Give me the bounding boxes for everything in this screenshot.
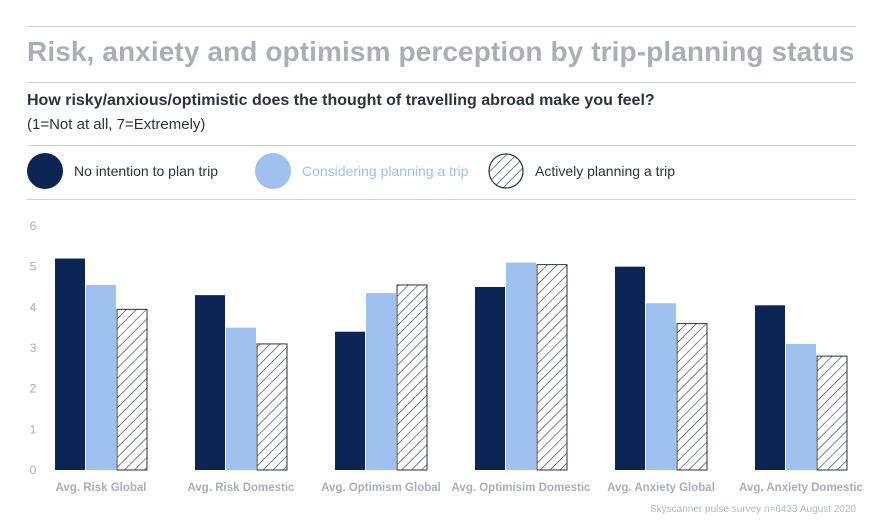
bar-considering [226,327,256,470]
bar-no-intention [475,287,505,470]
bar-no-intention [195,295,225,470]
y-tick-label: 6 [30,219,37,233]
bar-considering [646,303,676,470]
bar-no-intention [55,258,85,470]
bar-actively-planning [816,355,848,471]
x-category-label: Avg. Anxiety Domestic [739,482,863,494]
survey-question: How risky/anxious/optimistic does the th… [27,92,655,109]
y-tick-label: 3 [30,341,37,355]
y-tick-label: 5 [30,260,37,274]
bar-actively-planning [396,284,428,471]
source-note: Skyscanner pulse survey n=6433 August 20… [650,504,856,515]
legend-label-actively-planning: Actively planning a trip [535,163,676,179]
legend-item-actively-planning: Actively planning a trip [488,153,675,189]
y-tick-label: 0 [30,463,37,477]
top-rule [27,26,856,27]
legend-swatch-considering [255,153,291,189]
scale-note: (1=Not at all, 7=Extremely) [27,116,206,133]
bar-considering [366,293,396,470]
legend-bottom-rule [27,199,856,200]
bar-actively-planning [676,323,708,471]
y-tick-label: 2 [30,382,37,396]
bar-no-intention [615,266,645,470]
bar-considering [506,262,536,470]
x-category-label: Avg. Anxiety Global [607,482,715,494]
bar-no-intention [335,331,365,470]
bar-considering [786,343,816,470]
legend-label-no-intention: No intention to plan trip [74,163,218,179]
y-tick-label: 4 [30,300,37,314]
x-category-label: Avg. Optimisim Domestic [452,482,591,494]
legend-top-rule [27,145,856,146]
legend-item-no-intention: No intention to plan trip [27,153,218,189]
bar-actively-planning [116,308,148,471]
bar-no-intention [755,305,785,470]
legend-swatch-actively-planning [488,153,524,189]
legend-swatch-no-intention [27,153,63,189]
bar-actively-planning [536,264,568,471]
page-title: Risk, anxiety and optimism perception by… [27,36,855,67]
legend-label-considering: Considering planning a trip [302,163,469,179]
legend-item-considering: Considering planning a trip [255,153,469,189]
bar-actively-planning [256,343,288,471]
y-tick-label: 1 [30,422,37,436]
bar-considering [86,284,116,470]
x-category-label: Avg. Optimism Global [321,482,441,494]
x-category-label: Avg. Risk Global [56,482,147,494]
title-rule [27,82,856,83]
x-category-label: Avg. Risk Domestic [188,482,296,494]
